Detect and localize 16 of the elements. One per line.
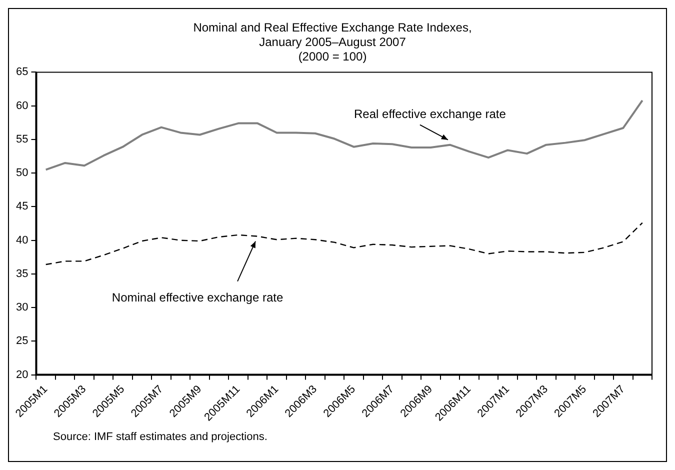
source-note: Source: IMF staff estimates and projections. bbox=[53, 431, 268, 443]
y-tick-label: 30 bbox=[16, 302, 28, 314]
y-tick-label: 50 bbox=[16, 167, 28, 180]
y-tick-label: 25 bbox=[16, 335, 28, 348]
text: Nominal effective exchange rate bbox=[112, 290, 284, 305]
chart-subtitle: (2000 = 100) bbox=[298, 49, 367, 64]
y-tick-label: 40 bbox=[16, 234, 28, 246]
y-tick-label: 60 bbox=[16, 100, 28, 112]
series-label: Real effective exchange rate bbox=[354, 107, 506, 122]
line-series bbox=[45, 222, 643, 266]
chart-title: Nominal and Real Effective Exchange Rate Indexes, January 2005–August 2007 bbox=[193, 20, 472, 49]
y-tick-label: 20 bbox=[16, 368, 28, 381]
y-tick-label: 35 bbox=[16, 268, 28, 280]
y-tick-label: 45 bbox=[16, 200, 28, 213]
y-tick-label: 55 bbox=[16, 133, 28, 146]
y-tick-label: 65 bbox=[16, 66, 28, 78]
